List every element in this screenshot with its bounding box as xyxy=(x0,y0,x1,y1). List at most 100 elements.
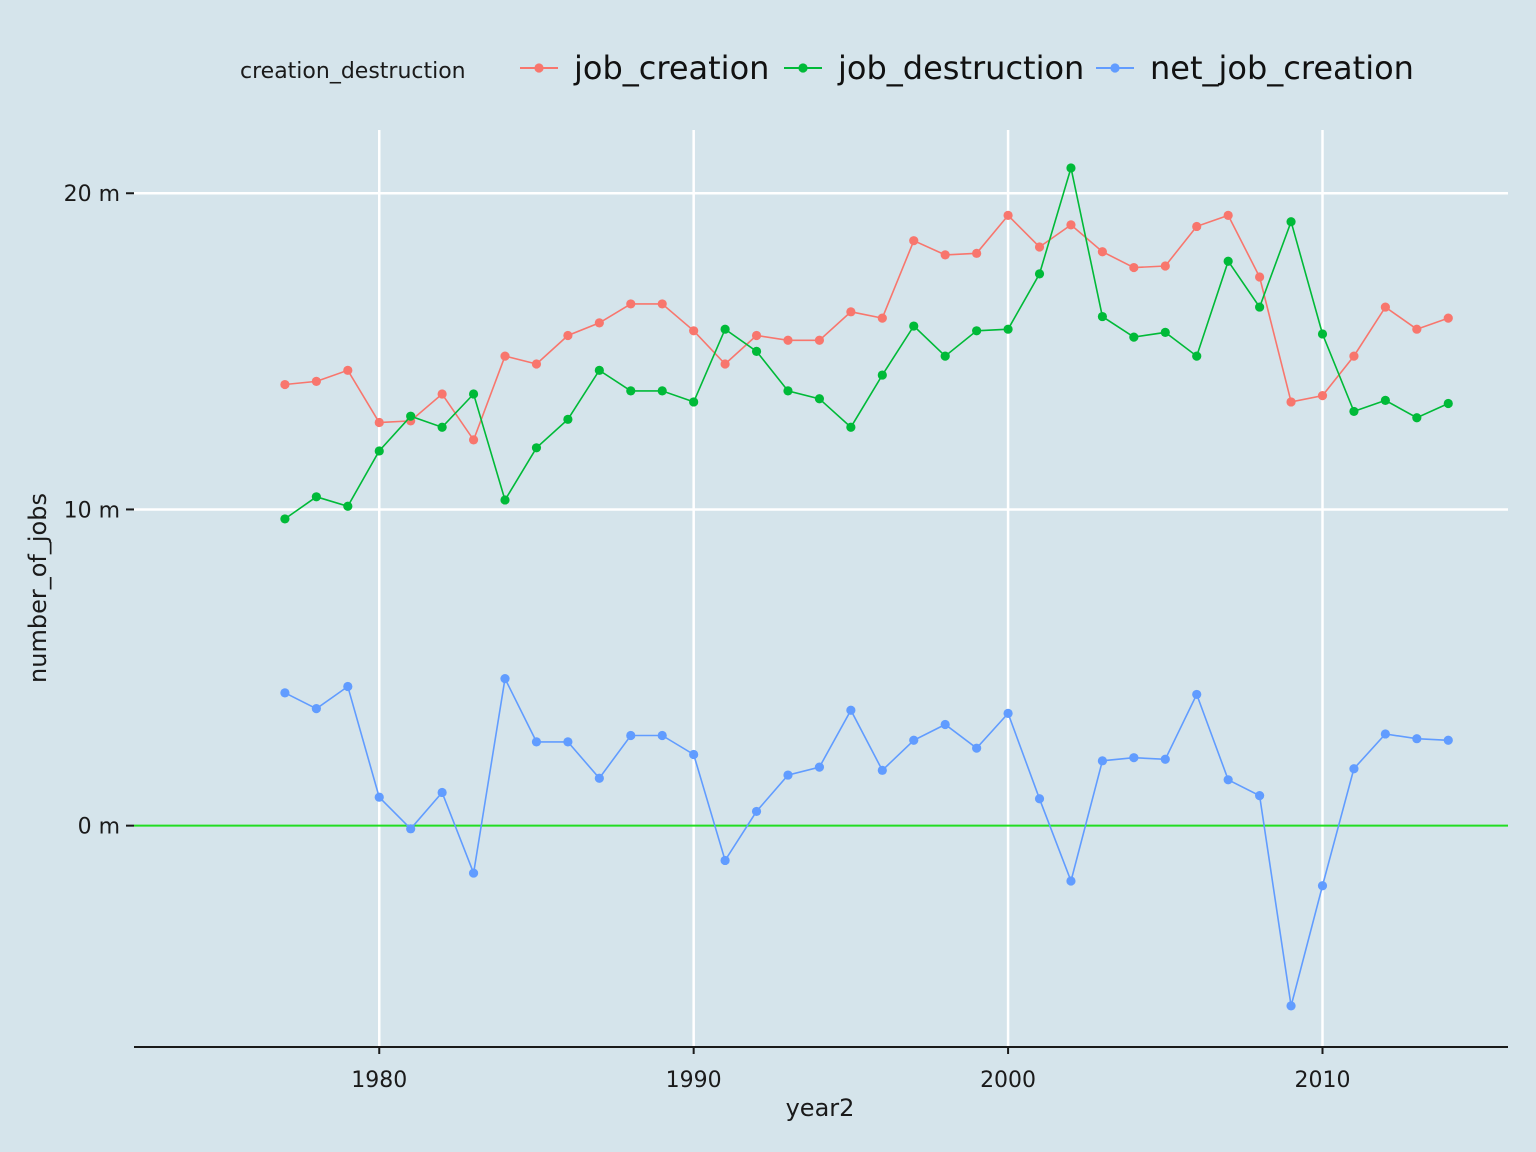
series-group xyxy=(280,163,1453,1010)
data-point-job_destruction-1982 xyxy=(438,423,447,432)
series-line-job_destruction xyxy=(285,168,1448,519)
data-point-net_job_creation-1985 xyxy=(532,737,541,746)
data-point-net_job_creation-1990 xyxy=(689,750,698,759)
data-point-job_creation-1987 xyxy=(595,318,604,327)
data-point-job_creation-2000 xyxy=(1003,211,1012,220)
y-tick-label-10: 10 m xyxy=(64,498,120,523)
legend-label-job_creation: job_creation xyxy=(573,49,769,87)
data-point-job_creation-1994 xyxy=(815,336,824,345)
data-point-net_job_creation-2000 xyxy=(1003,709,1012,718)
x-tick-label-1980: 1980 xyxy=(351,1068,407,1093)
data-point-job_creation-1986 xyxy=(563,331,572,340)
data-point-net_job_creation-1992 xyxy=(752,807,761,816)
data-point-job_creation-1997 xyxy=(909,236,918,245)
data-point-job_creation-2007 xyxy=(1224,211,1233,220)
data-point-net_job_creation-1995 xyxy=(846,706,855,715)
data-point-job_destruction-1984 xyxy=(500,495,509,504)
data-point-job_destruction-1979 xyxy=(343,502,352,511)
data-point-job_creation-2004 xyxy=(1129,263,1138,272)
data-point-job_destruction-1992 xyxy=(752,347,761,356)
x-tick-label-1990: 1990 xyxy=(666,1068,722,1093)
data-point-job_creation-1992 xyxy=(752,331,761,340)
data-point-job_destruction-1987 xyxy=(595,366,604,375)
data-point-job_creation-2003 xyxy=(1098,247,1107,256)
data-point-job_creation-1980 xyxy=(375,418,384,427)
data-point-job_creation-1978 xyxy=(312,377,321,386)
data-point-net_job_creation-2013 xyxy=(1412,734,1421,743)
data-point-job_destruction-1978 xyxy=(312,492,321,501)
data-point-job_creation-1977 xyxy=(280,380,289,389)
data-point-job_destruction-1990 xyxy=(689,397,698,406)
legend-key-point-job_creation xyxy=(534,63,543,72)
data-point-job_destruction-1997 xyxy=(909,321,918,330)
data-point-job_destruction-2002 xyxy=(1066,163,1075,172)
data-point-job_destruction-2008 xyxy=(1255,302,1264,311)
y-axis-title: number_of_jobs xyxy=(24,493,52,683)
data-point-job_destruction-2011 xyxy=(1349,407,1358,416)
data-point-job_creation-2008 xyxy=(1255,272,1264,281)
data-point-job_creation-2006 xyxy=(1192,222,1201,231)
x-tick-label-2010: 2010 xyxy=(1294,1068,1350,1093)
data-point-job_creation-1982 xyxy=(438,389,447,398)
data-point-job_creation-2001 xyxy=(1035,242,1044,251)
data-point-job_creation-2014 xyxy=(1444,314,1453,323)
data-point-net_job_creation-1986 xyxy=(563,737,572,746)
data-point-net_job_creation-1980 xyxy=(375,793,384,802)
grid-lines xyxy=(134,130,1508,1047)
data-point-job_creation-1988 xyxy=(626,299,635,308)
data-point-job_destruction-1988 xyxy=(626,386,635,395)
data-point-net_job_creation-1997 xyxy=(909,736,918,745)
data-point-job_creation-1985 xyxy=(532,359,541,368)
data-point-job_creation-2010 xyxy=(1318,391,1327,400)
data-point-job_destruction-1993 xyxy=(783,386,792,395)
data-point-net_job_creation-1981 xyxy=(406,824,415,833)
data-point-job_destruction-1994 xyxy=(815,394,824,403)
data-point-net_job_creation-1993 xyxy=(783,770,792,779)
data-point-job_destruction-1986 xyxy=(563,415,572,424)
data-point-job_destruction-2012 xyxy=(1381,396,1390,405)
data-point-net_job_creation-1979 xyxy=(343,682,352,691)
data-point-job_creation-1996 xyxy=(878,314,887,323)
data-point-job_destruction-2003 xyxy=(1098,312,1107,321)
x-axis-title: year2 xyxy=(786,1094,855,1122)
data-point-job_creation-1993 xyxy=(783,336,792,345)
data-point-job_destruction-1977 xyxy=(280,514,289,523)
legend-key-point-net_job_creation xyxy=(1110,63,1119,72)
data-point-job_destruction-2009 xyxy=(1286,217,1295,226)
axes xyxy=(126,193,1508,1054)
data-point-net_job_creation-1978 xyxy=(312,704,321,713)
data-point-net_job_creation-1977 xyxy=(280,688,289,697)
data-point-job_creation-1991 xyxy=(721,359,730,368)
data-point-job_destruction-1983 xyxy=(469,389,478,398)
data-point-job_creation-2009 xyxy=(1286,397,1295,406)
legend-label-job_destruction: job_destruction xyxy=(837,49,1084,87)
data-point-job_creation-1990 xyxy=(689,326,698,335)
data-point-job_destruction-1981 xyxy=(406,412,415,421)
data-point-net_job_creation-1996 xyxy=(878,766,887,775)
tick-labels: 1980 1990 2000 2010 0 m 10 m 20 m xyxy=(64,182,1351,1093)
data-point-net_job_creation-2007 xyxy=(1224,775,1233,784)
data-point-net_job_creation-2006 xyxy=(1192,690,1201,699)
data-point-job_destruction-2001 xyxy=(1035,269,1044,278)
data-point-job_destruction-2007 xyxy=(1224,257,1233,266)
data-point-job_destruction-2004 xyxy=(1129,333,1138,342)
y-tick-label-20: 20 m xyxy=(64,182,120,207)
data-point-job_creation-2013 xyxy=(1412,325,1421,334)
data-point-job_destruction-2010 xyxy=(1318,329,1327,338)
data-point-job_destruction-1980 xyxy=(375,446,384,455)
data-point-job_destruction-1985 xyxy=(532,443,541,452)
data-point-job_creation-1995 xyxy=(846,307,855,316)
data-point-net_job_creation-2004 xyxy=(1129,753,1138,762)
legend-label-net_job_creation: net_job_creation xyxy=(1150,49,1414,87)
data-point-net_job_creation-1982 xyxy=(438,788,447,797)
data-point-job_destruction-2005 xyxy=(1161,328,1170,337)
data-point-net_job_creation-1988 xyxy=(626,731,635,740)
data-point-job_creation-1979 xyxy=(343,366,352,375)
x-tick-label-2000: 2000 xyxy=(980,1068,1036,1093)
legend: creation_destruction job_creation job_des… xyxy=(240,49,1414,87)
data-point-net_job_creation-2012 xyxy=(1381,729,1390,738)
data-point-net_job_creation-1998 xyxy=(941,720,950,729)
data-point-net_job_creation-1991 xyxy=(721,856,730,865)
data-point-net_job_creation-1989 xyxy=(658,731,667,740)
